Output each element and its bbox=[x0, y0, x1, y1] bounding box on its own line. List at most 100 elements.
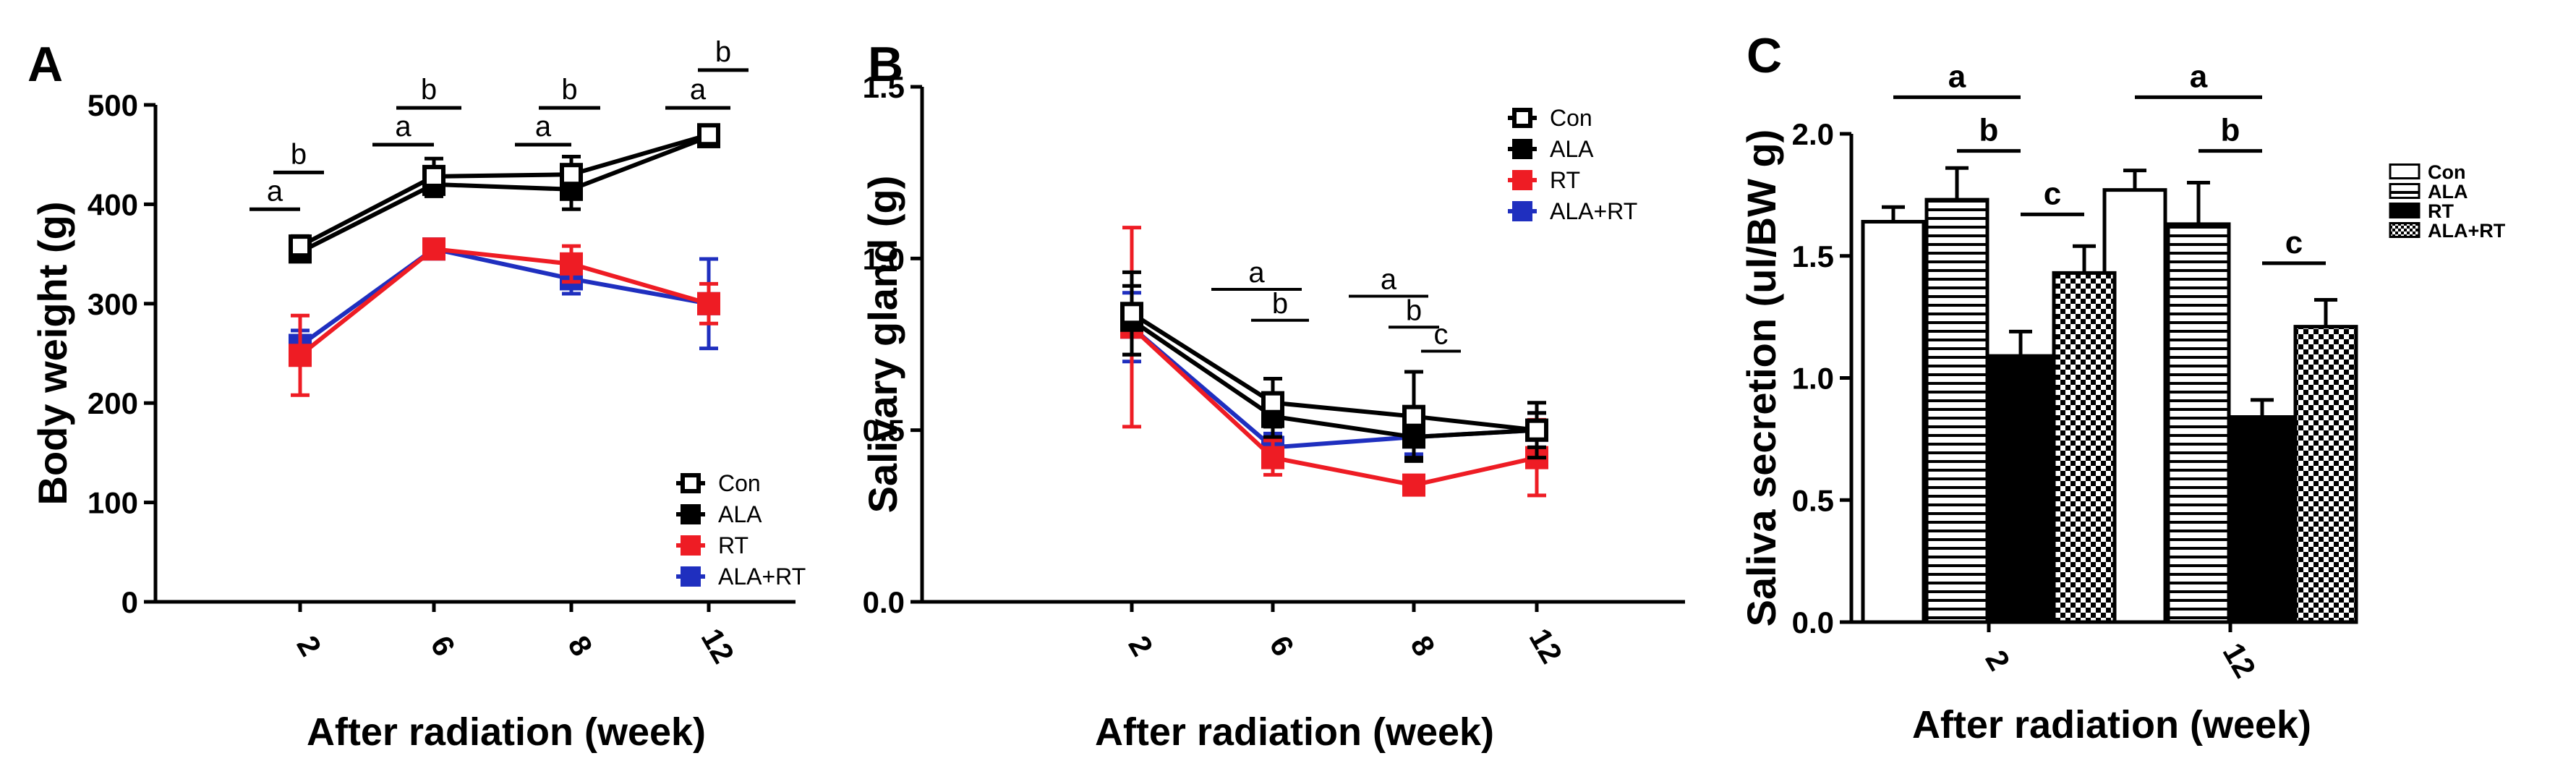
bar bbox=[1988, 354, 2053, 624]
legend-label: Con bbox=[1550, 105, 1592, 131]
legend-marker bbox=[681, 535, 701, 556]
bar bbox=[2166, 222, 2231, 624]
x-tick-label: 8 bbox=[1404, 630, 1441, 662]
series-line bbox=[299, 247, 709, 357]
data-point bbox=[697, 292, 720, 315]
series-con bbox=[1120, 270, 1548, 463]
y-tick-label: 1.0 bbox=[1792, 362, 1834, 396]
legend-label: ALA+RT bbox=[1550, 198, 1637, 224]
panel-B-legend: Con ALA RT ALA+RT bbox=[1508, 105, 1637, 224]
legend-label: ALA+RT bbox=[2428, 220, 2506, 242]
legend-label: RT bbox=[1550, 167, 1580, 193]
significance-label: c bbox=[2044, 176, 2061, 211]
x-tick-label: 12 bbox=[2217, 637, 2263, 684]
x-axis-title: After radiation (week) bbox=[1095, 710, 1494, 754]
bar bbox=[2230, 415, 2295, 624]
data-point bbox=[1402, 404, 1425, 428]
series-con bbox=[289, 123, 720, 258]
series-line bbox=[1130, 318, 1538, 440]
legend-marker bbox=[1512, 108, 1532, 128]
y-tick-label: 1.0 bbox=[863, 242, 905, 276]
significance-label: b bbox=[1272, 288, 1288, 320]
series-line bbox=[299, 132, 709, 248]
y-axis-title: Saliva secretion (ul/BW g) bbox=[1739, 129, 1784, 627]
significance-label: b bbox=[421, 74, 437, 106]
significance-label: b bbox=[561, 74, 577, 106]
series-ala-plus-rt bbox=[2052, 244, 2358, 624]
series-line bbox=[299, 247, 709, 347]
series-line bbox=[1130, 326, 1538, 488]
legend-label: ALA bbox=[718, 501, 762, 527]
y-axis-title: Body weight (g) bbox=[30, 202, 75, 506]
panel-letter: B bbox=[868, 37, 903, 92]
x-tick-label: 12 bbox=[1523, 623, 1569, 669]
significance-label: b bbox=[291, 138, 307, 170]
y-tick-label: 400 bbox=[88, 187, 138, 221]
data-point bbox=[560, 163, 583, 187]
panel-letter: C bbox=[1747, 28, 1782, 83]
series-line bbox=[299, 135, 710, 255]
legend-label: RT bbox=[2428, 200, 2454, 222]
data-point bbox=[289, 234, 312, 258]
significance-label: a bbox=[2190, 59, 2208, 94]
y-tick-label: 0 bbox=[121, 585, 138, 619]
x-axis-title: After radiation (week) bbox=[1912, 703, 2311, 747]
series-rt bbox=[1120, 226, 1548, 498]
bar bbox=[1861, 220, 1926, 624]
y-tick-label: 0.0 bbox=[863, 585, 905, 619]
legend-swatch bbox=[2389, 222, 2421, 238]
series-line bbox=[1130, 325, 1538, 450]
significance-label: a bbox=[267, 175, 283, 207]
data-point bbox=[560, 252, 583, 276]
legend-marker bbox=[681, 566, 701, 587]
bar bbox=[2052, 271, 2117, 624]
y-tick-label: 100 bbox=[88, 486, 138, 520]
legend-marker bbox=[1512, 170, 1532, 190]
y-tick-label: 0.0 bbox=[1792, 605, 1834, 639]
legend-label: ALA bbox=[1550, 136, 1594, 162]
significance-label: b bbox=[1979, 113, 1999, 148]
x-tick-label: 6 bbox=[424, 630, 461, 662]
significance-label: a bbox=[1381, 264, 1397, 296]
x-axis-title: After radiation (week) bbox=[307, 710, 706, 754]
legend-swatch bbox=[2389, 183, 2421, 199]
y-tick-label: 2.0 bbox=[1792, 117, 1834, 151]
series-line bbox=[1130, 311, 1538, 433]
panel-A-legend: Con ALA RT ALA+RT bbox=[676, 470, 806, 590]
x-tick-label: 8 bbox=[561, 630, 599, 662]
legend-label: ALA bbox=[2428, 181, 2468, 203]
x-tick-label: 12 bbox=[695, 623, 741, 669]
bar bbox=[2293, 325, 2358, 624]
legend-swatch bbox=[2389, 203, 2421, 218]
series-ala bbox=[1924, 166, 2231, 624]
data-point bbox=[1261, 391, 1284, 414]
legend-swatch bbox=[2389, 163, 2421, 179]
legend-marker bbox=[1512, 201, 1532, 221]
significance-label: b bbox=[2221, 113, 2240, 148]
y-tick-label: 300 bbox=[88, 287, 138, 321]
significance-label: c bbox=[1434, 318, 1449, 350]
y-tick-label: 0.5 bbox=[1792, 483, 1834, 517]
y-axis-title: Salivary gland (g) bbox=[860, 176, 905, 514]
data-point bbox=[1120, 302, 1143, 326]
y-tick-label: 0.5 bbox=[863, 414, 905, 448]
y-tick-label: 1.5 bbox=[1792, 239, 1834, 273]
panel-letter: A bbox=[27, 37, 63, 92]
bar bbox=[1924, 197, 1989, 624]
y-tick-label: 1.5 bbox=[863, 70, 905, 104]
series-ala bbox=[289, 124, 720, 264]
legend-label: RT bbox=[718, 532, 749, 558]
significance-label: a bbox=[1248, 257, 1265, 289]
y-tick-label: 200 bbox=[88, 386, 138, 420]
series-rt bbox=[289, 237, 720, 397]
data-point bbox=[1261, 446, 1284, 469]
significance-label: c bbox=[2285, 225, 2303, 260]
significance-label: a bbox=[1948, 59, 1966, 94]
data-point bbox=[697, 123, 720, 147]
legend-marker bbox=[1512, 139, 1532, 159]
legend-label: Con bbox=[2428, 161, 2465, 183]
